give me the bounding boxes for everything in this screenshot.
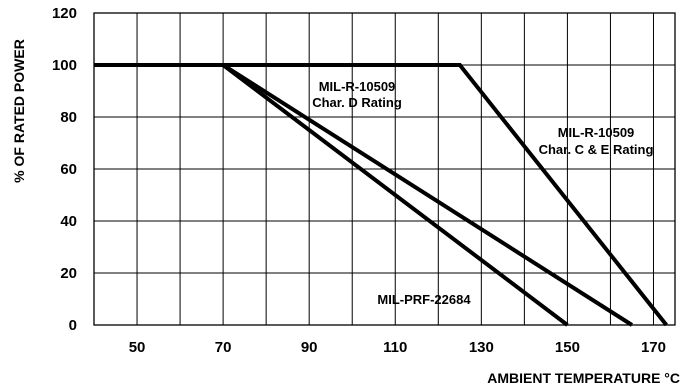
annotation-d: MIL-R-10509 [319, 79, 396, 94]
x-tick-label: 130 [469, 339, 494, 356]
annotation-d: Char. D Rating [312, 95, 402, 110]
grid [93, 12, 676, 326]
x-axis-label: AMBIENT TEMPERATURE °C [487, 370, 680, 386]
annotation-ce: MIL-R-10509 [558, 125, 635, 140]
series-line-2 [94, 63, 569, 327]
x-tick-labels: 50 70 90 110 130 150 170 [129, 339, 666, 356]
series-lines [94, 63, 668, 327]
x-tick-label: 110 [383, 339, 407, 356]
x-tick-label: 70 [215, 339, 232, 356]
x-tick-label: 150 [555, 339, 580, 356]
y-tick-label: 100 [52, 57, 77, 74]
y-tick-label: 0 [69, 317, 77, 334]
y-tick-label: 40 [60, 213, 77, 230]
annotation-prf: MIL-PRF-22684 [377, 292, 471, 307]
x-tick-label: 90 [301, 339, 318, 356]
annotation-ce: Char. C & E Rating [539, 142, 654, 157]
y-tick-label: 80 [60, 109, 77, 126]
y-tick-labels: 0 20 40 60 80 100 120 [52, 5, 77, 334]
y-tick-label: 60 [60, 161, 77, 178]
y-tick-label: 20 [60, 265, 77, 282]
y-tick-label: 120 [52, 5, 77, 22]
x-tick-label: 50 [129, 339, 146, 356]
x-tick-label: 170 [641, 339, 666, 356]
y-axis-label: % OF RATED POWER [11, 39, 27, 183]
